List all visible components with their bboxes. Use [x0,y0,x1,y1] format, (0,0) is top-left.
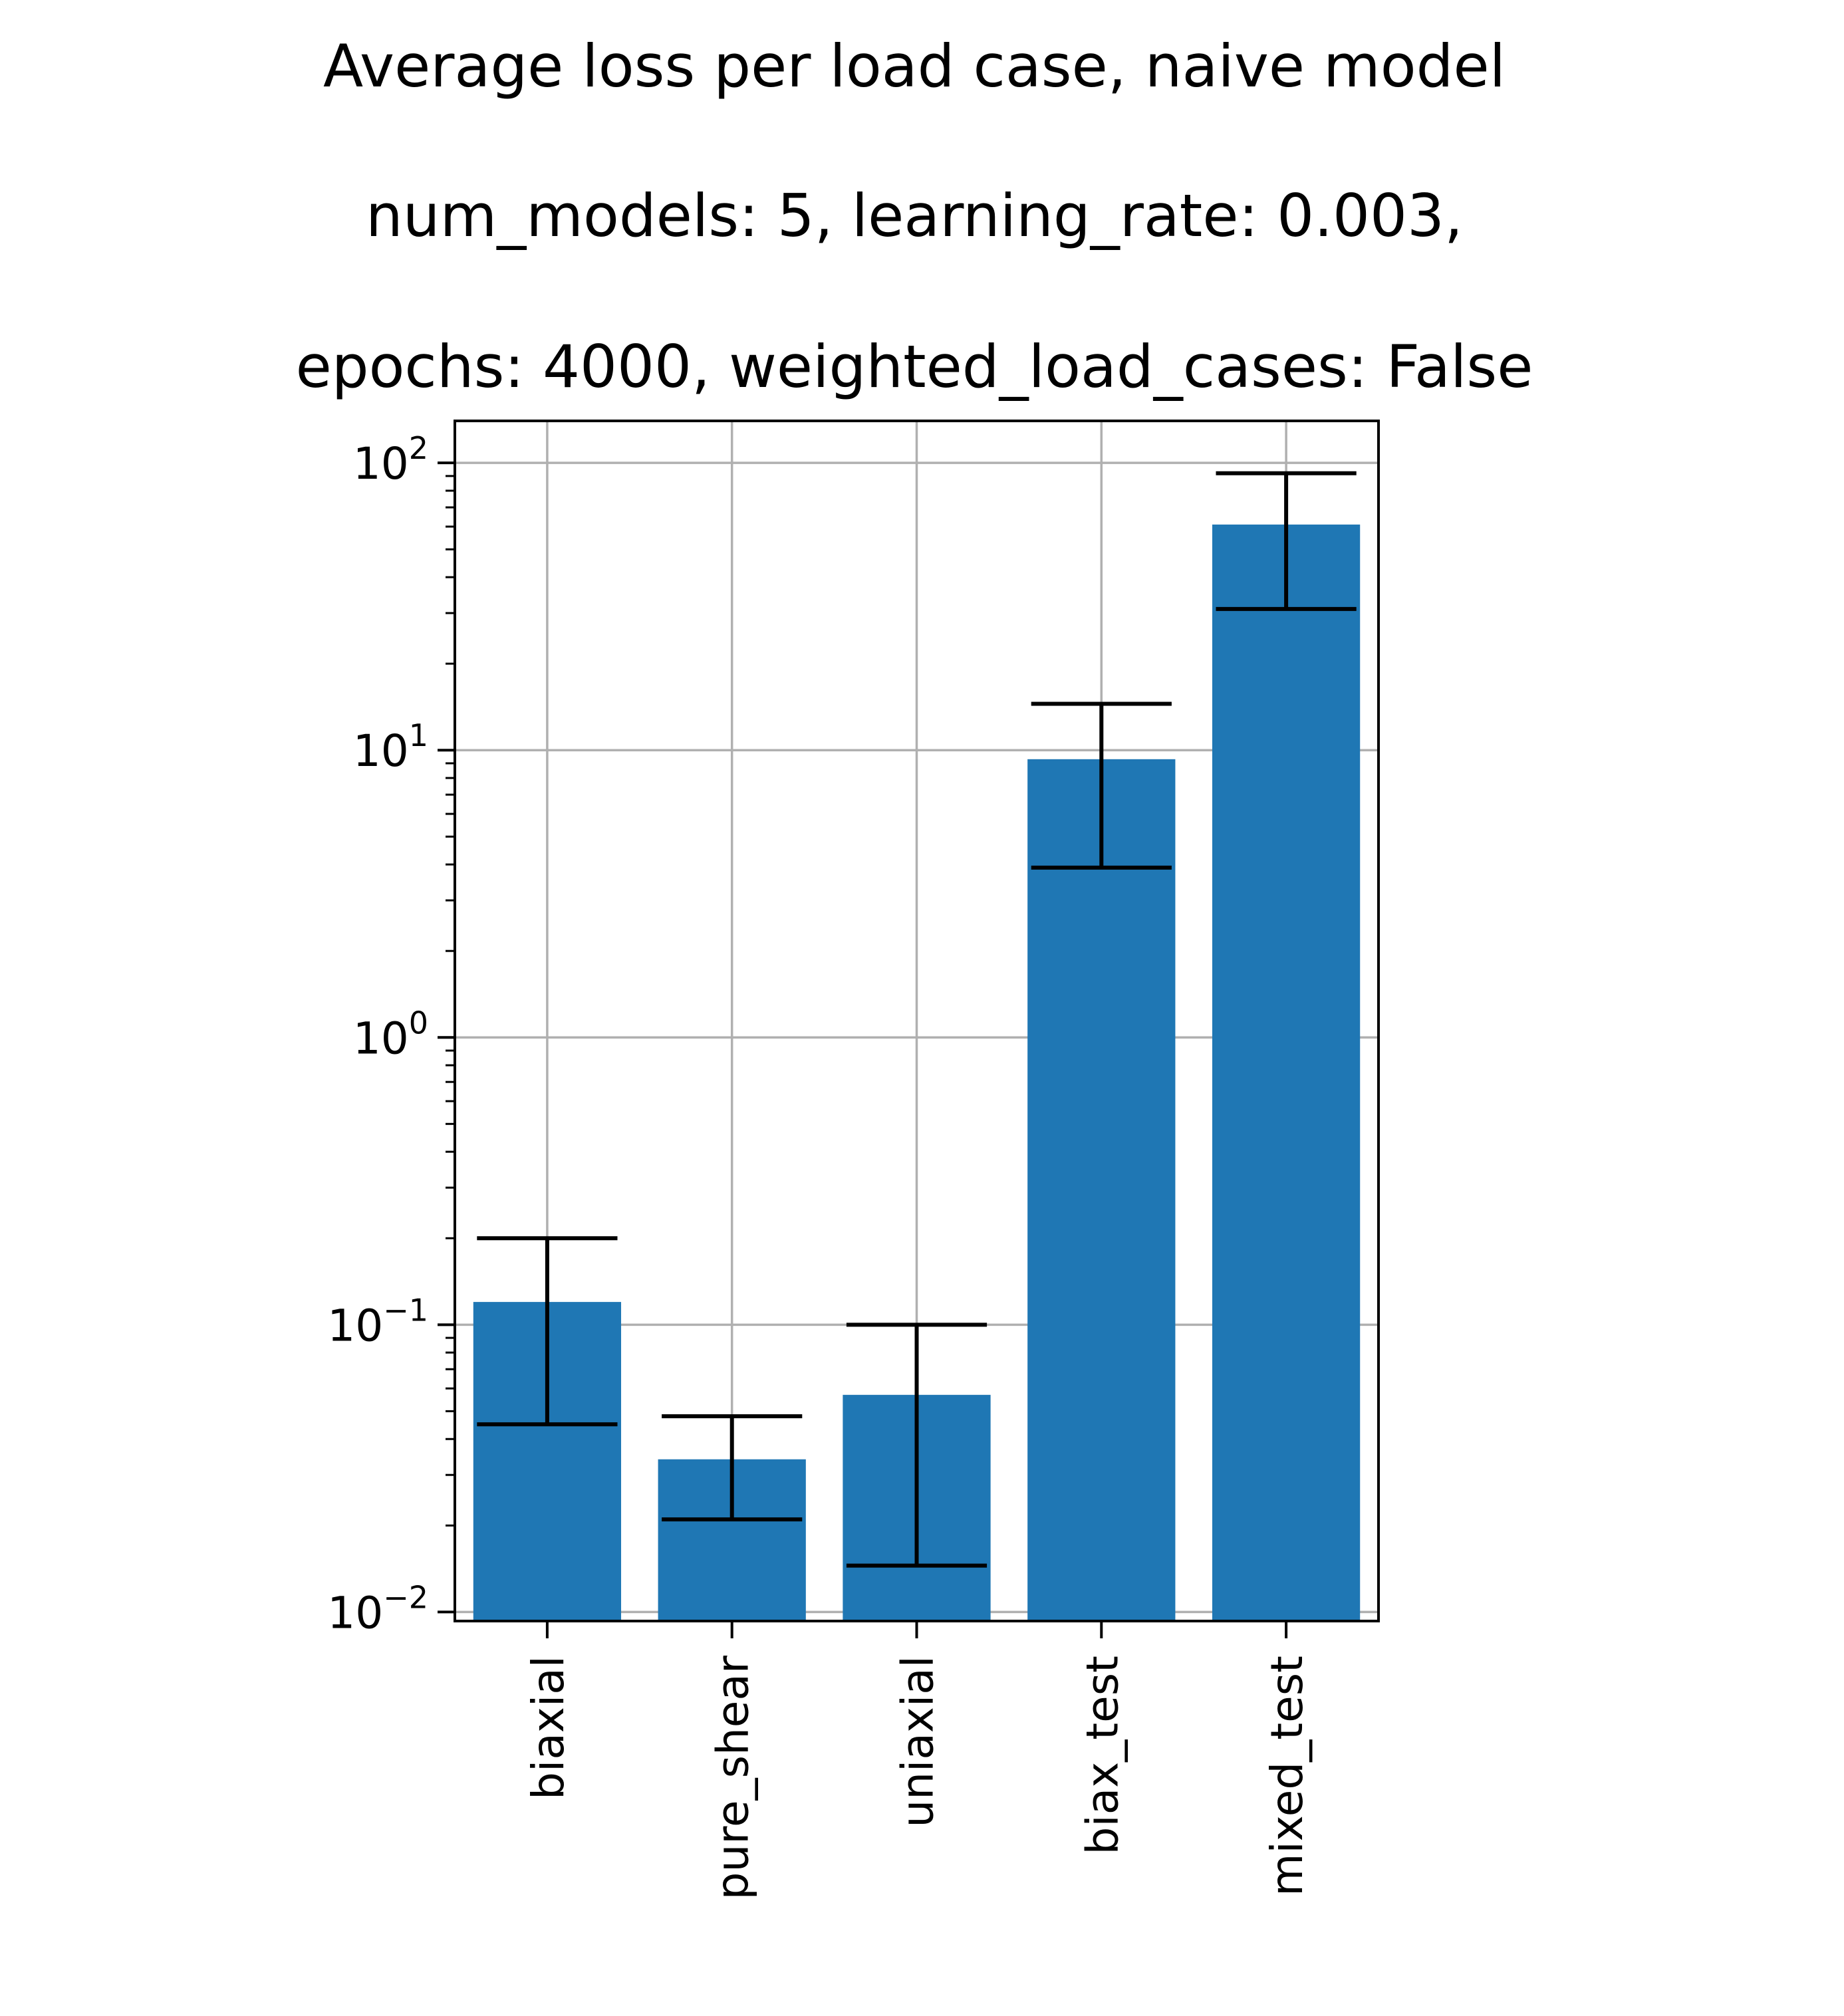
bar-biax_test [1027,759,1176,1621]
y-tick-label: 100 [353,1005,428,1064]
x-tick-label: uniaxial [892,1656,944,1828]
error-bars [477,471,1357,1568]
x-tick-label: biax_test [1077,1656,1128,1854]
x-tick-label: pure_shear [708,1655,759,1900]
chart-title-line-1: Average loss per load case, naive model [323,32,1506,100]
chart-title-line-3: epochs: 4000, weighted_load_cases: False [296,332,1533,401]
chart-title: Average loss per load case, naive model … [296,32,1533,401]
x-tick-label: mixed_test [1261,1656,1313,1896]
y-tick-label: 102 [353,430,428,489]
x-axis-ticks: biaxial pure_shear uniaxial biax_test mixed_… [523,1621,1313,1900]
y-axis-ticks: 10−2 10−1 100 101 102 [327,430,455,1638]
y-tick-label: 10−2 [327,1579,428,1638]
bar-mixed_test [1212,524,1361,1622]
chart-title-line-2: num_models: 5, learning_rate: 0.003, [366,182,1463,250]
y-tick-label: 10−1 [327,1292,428,1351]
y-tick-label: 101 [353,717,428,777]
x-tick-label: biaxial [523,1656,574,1800]
